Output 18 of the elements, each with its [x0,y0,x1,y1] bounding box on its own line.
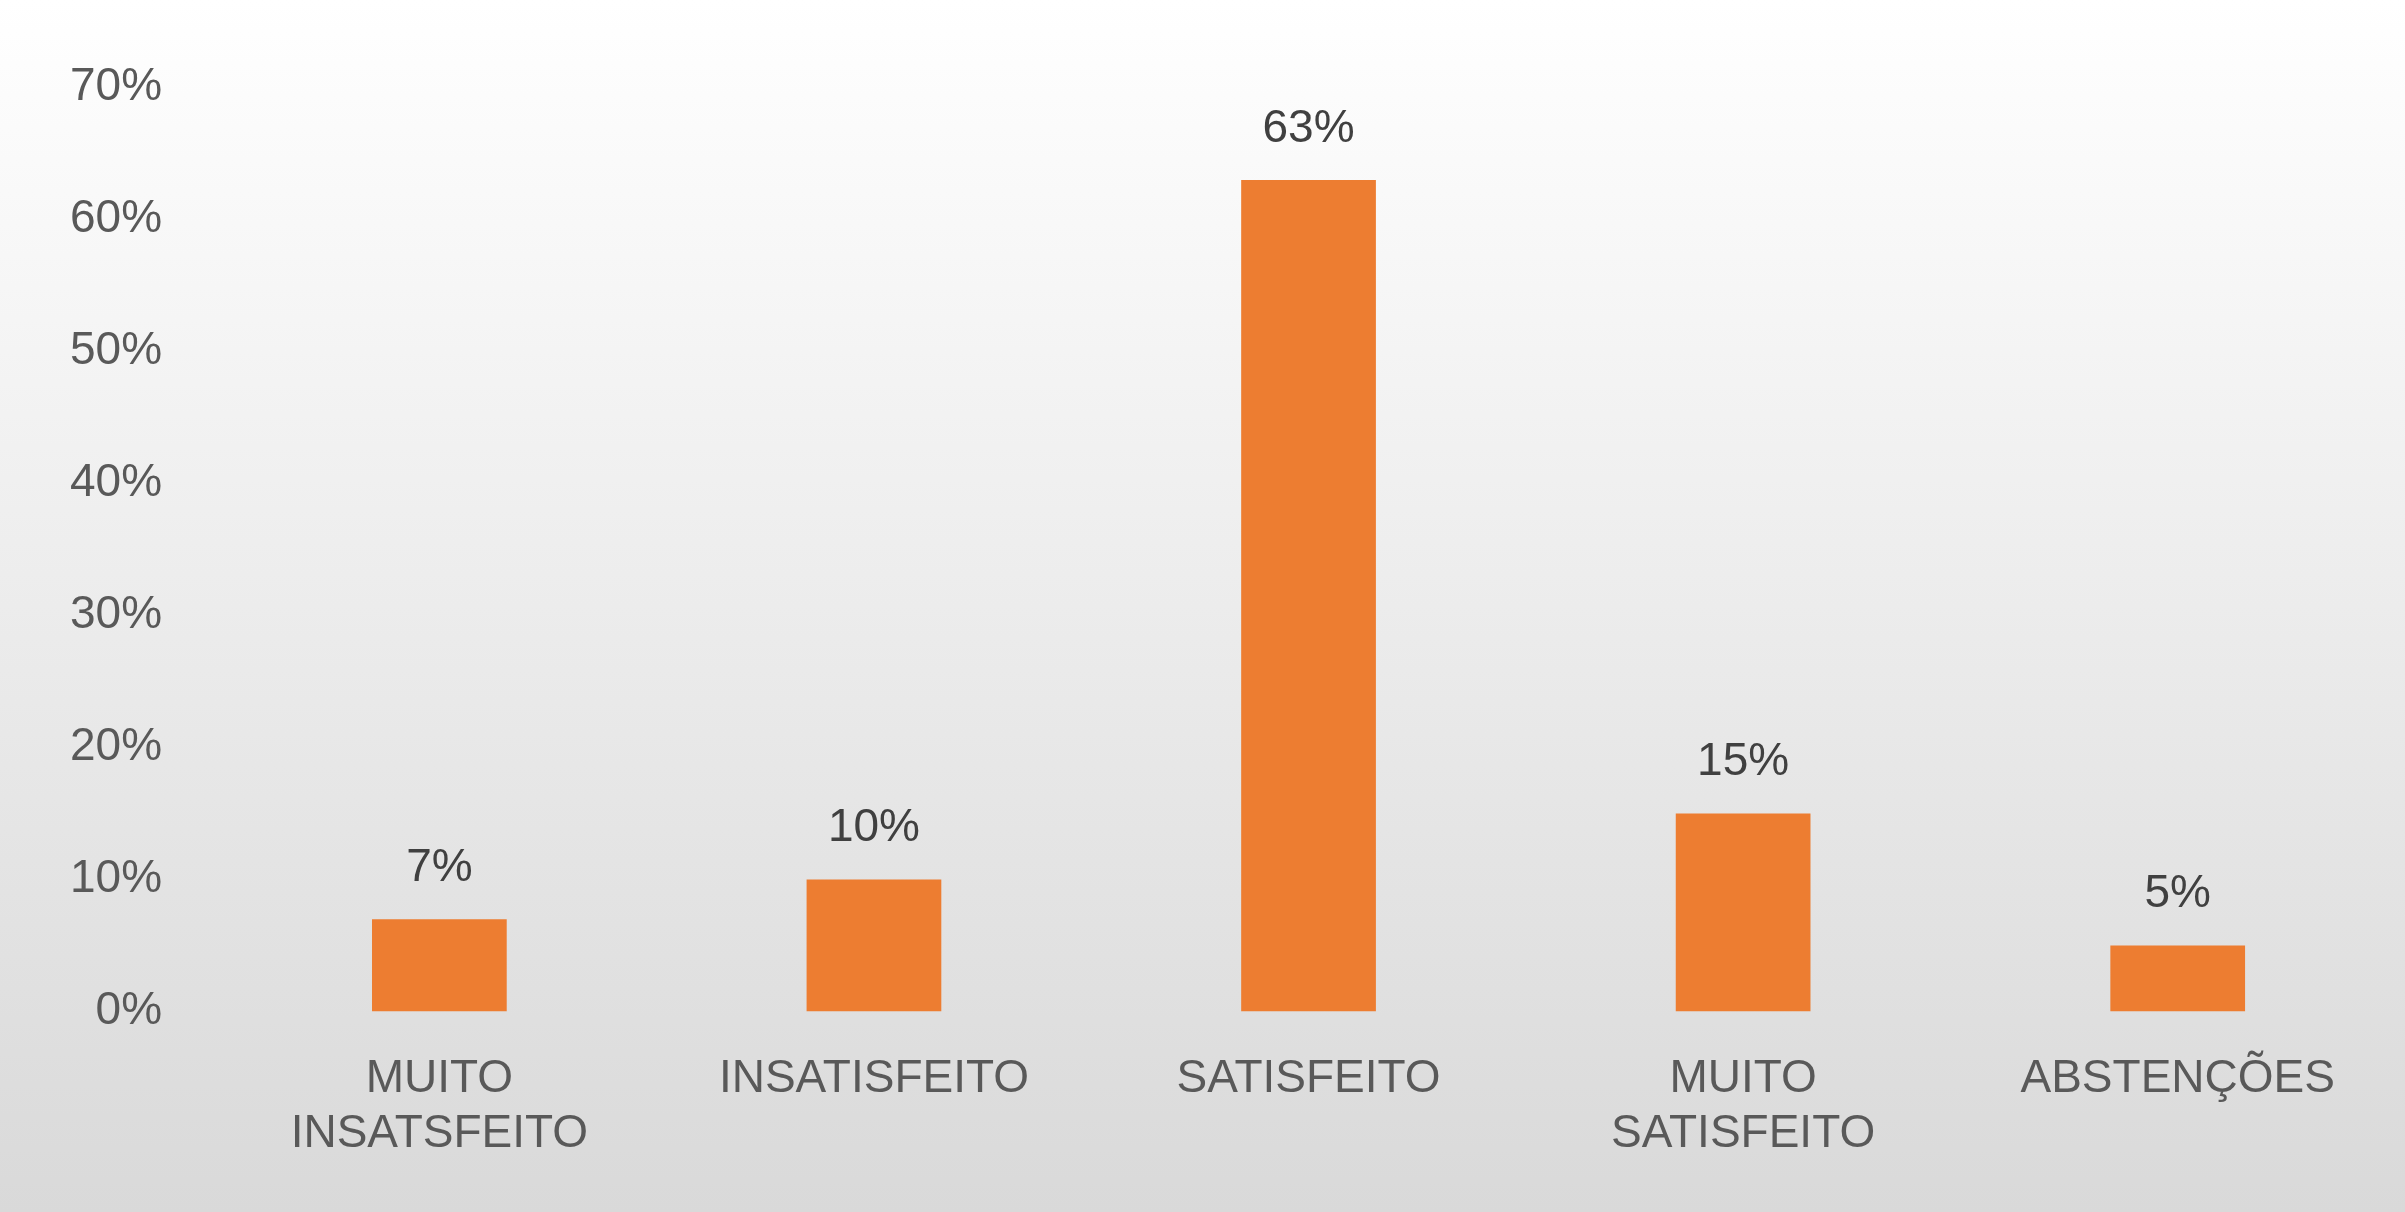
data-label: 63% [1262,99,1355,152]
x-tick-label: MUITO INSATSFEITO [290,1049,589,1158]
data-label: 5% [2144,865,2211,918]
x-tick-label: ABSTENÇÕES [2020,1049,2335,1102]
x-tick-label: SATISFEITO [1176,1049,1441,1102]
y-tick-label: 20% [69,718,163,771]
y-tick-label: 70% [69,58,163,111]
data-label: 10% [827,799,920,852]
data-label: 15% [1697,733,1790,786]
data-label: 7% [406,838,473,891]
x-tick-label: INSATISFEITO [718,1049,1030,1102]
x-tick-label: MUITO SATISFEITO [1611,1049,1876,1158]
y-tick-label: 10% [69,850,163,903]
y-tick-label: 60% [69,190,163,243]
y-tick-label: 0% [95,982,163,1035]
y-tick-label: 50% [69,322,163,375]
y-tick-label: 30% [69,586,163,639]
y-tick-label: 40% [69,454,163,507]
